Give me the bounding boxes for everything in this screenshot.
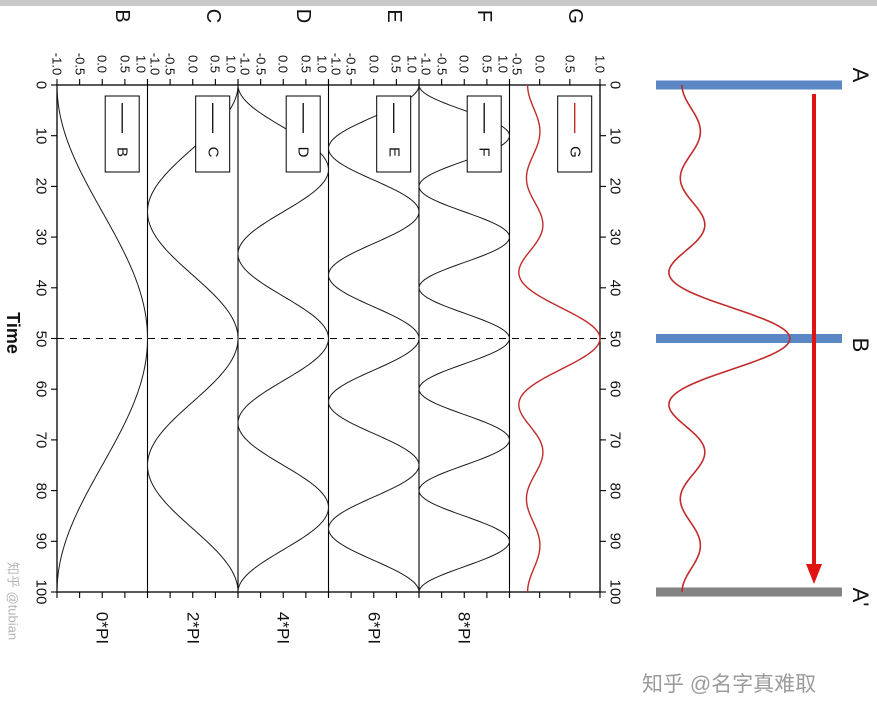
value-tick-label: 1.0 xyxy=(223,54,239,74)
legend-label-g: G xyxy=(566,146,584,158)
strip-label-a-prime: A' xyxy=(848,587,873,607)
value-tick-label: 0.0 xyxy=(275,54,291,74)
time-tick-label: 40 xyxy=(606,279,624,297)
time-tick-label: 70 xyxy=(32,431,50,449)
value-tick-label: -0.5 xyxy=(162,52,178,76)
value-tick-label: -0.5 xyxy=(72,52,88,76)
value-tick-label: 0.5 xyxy=(479,54,495,74)
value-tick-label: 0.0 xyxy=(456,54,472,74)
value-tick-label: 0.5 xyxy=(388,54,404,74)
value-tick-label: 0.5 xyxy=(207,54,223,74)
panel-title-d: D xyxy=(292,8,314,24)
legend-label-d: D xyxy=(294,146,312,158)
value-tick-label: -0.5 xyxy=(343,52,359,76)
value-tick-label: -0.5 xyxy=(434,52,450,76)
time-tick-label: 40 xyxy=(32,279,50,297)
time-tick-label: 30 xyxy=(32,228,50,246)
phase-label-c: 2*PI xyxy=(183,611,203,645)
time-tick-label: 50 xyxy=(606,330,624,347)
time-tick-label: 20 xyxy=(32,178,50,195)
top-border-strip xyxy=(0,0,877,6)
time-tick-label: 0 xyxy=(606,80,624,90)
value-tick-label: 0.5 xyxy=(562,54,578,74)
value-tick-label: 0.0 xyxy=(185,54,201,74)
panel-title-f: F xyxy=(473,9,495,23)
time-tick-label: 60 xyxy=(606,380,624,398)
time-tick-label: 90 xyxy=(32,532,50,550)
time-tick-label: 80 xyxy=(606,482,624,499)
value-tick-label: 1.0 xyxy=(495,54,510,74)
value-tick-label: 1.0 xyxy=(314,54,329,74)
phase-label-b: 0*PI xyxy=(92,611,112,645)
value-tick-label: -0.5 xyxy=(253,52,269,76)
phase-label-d: 4*PI xyxy=(273,611,293,645)
time-tick-label: 10 xyxy=(32,127,50,145)
strip-label-a: A xyxy=(848,67,873,83)
time-tick-label: 80 xyxy=(32,482,50,499)
panel-title-b: B xyxy=(111,9,133,23)
panel-title-e: E xyxy=(383,9,405,23)
phase-label-f: 8*PI xyxy=(454,611,474,645)
value-tick-label: -0.5 xyxy=(509,52,524,76)
value-tick-label: 1.0 xyxy=(592,54,608,74)
value-tick-label: 0.0 xyxy=(532,54,548,74)
legend-label-c: C xyxy=(204,146,222,158)
legend-label-e: E xyxy=(385,146,403,158)
value-tick-label: 1.0 xyxy=(133,54,148,74)
value-tick-label: -1.0 xyxy=(147,52,162,76)
strip-label-b: B xyxy=(848,337,873,353)
legend-label-b: B xyxy=(113,146,131,158)
time-tick-label: 100 xyxy=(32,579,50,605)
time-tick-label: 100 xyxy=(606,579,624,605)
value-tick-label: -1.0 xyxy=(328,52,343,76)
value-tick-label: 0.5 xyxy=(298,54,314,74)
legend-label-f: F xyxy=(475,147,493,157)
value-tick-label: -1.0 xyxy=(418,52,434,76)
time-tick-label: 60 xyxy=(32,380,50,398)
watermark-left: 知乎 @tubian xyxy=(5,561,21,641)
time-tick-label: 50 xyxy=(32,330,50,347)
value-tick-label: 0.5 xyxy=(117,54,133,74)
time-tick-label: 20 xyxy=(606,178,624,195)
value-tick-label: 1.0 xyxy=(404,54,420,74)
time-tick-label: 70 xyxy=(606,431,624,449)
time-tick-label: 0 xyxy=(32,80,50,90)
panel-title-c: C xyxy=(202,8,224,24)
value-tick-label: -1.0 xyxy=(49,52,65,76)
time-tick-label: 10 xyxy=(606,127,624,145)
value-tick-label: 0.0 xyxy=(366,54,382,74)
phase-label-e: 6*PI xyxy=(364,611,384,645)
time-axis-title: Time xyxy=(3,312,23,354)
time-tick-label: 30 xyxy=(606,228,624,246)
value-tick-label: -1.0 xyxy=(237,52,253,76)
time-tick-label: 90 xyxy=(606,532,624,550)
panel-title-g: G xyxy=(564,8,586,24)
value-tick-label: 0.0 xyxy=(94,54,110,74)
watermark-bottom-right: 知乎 @名字真难取 xyxy=(642,673,817,696)
